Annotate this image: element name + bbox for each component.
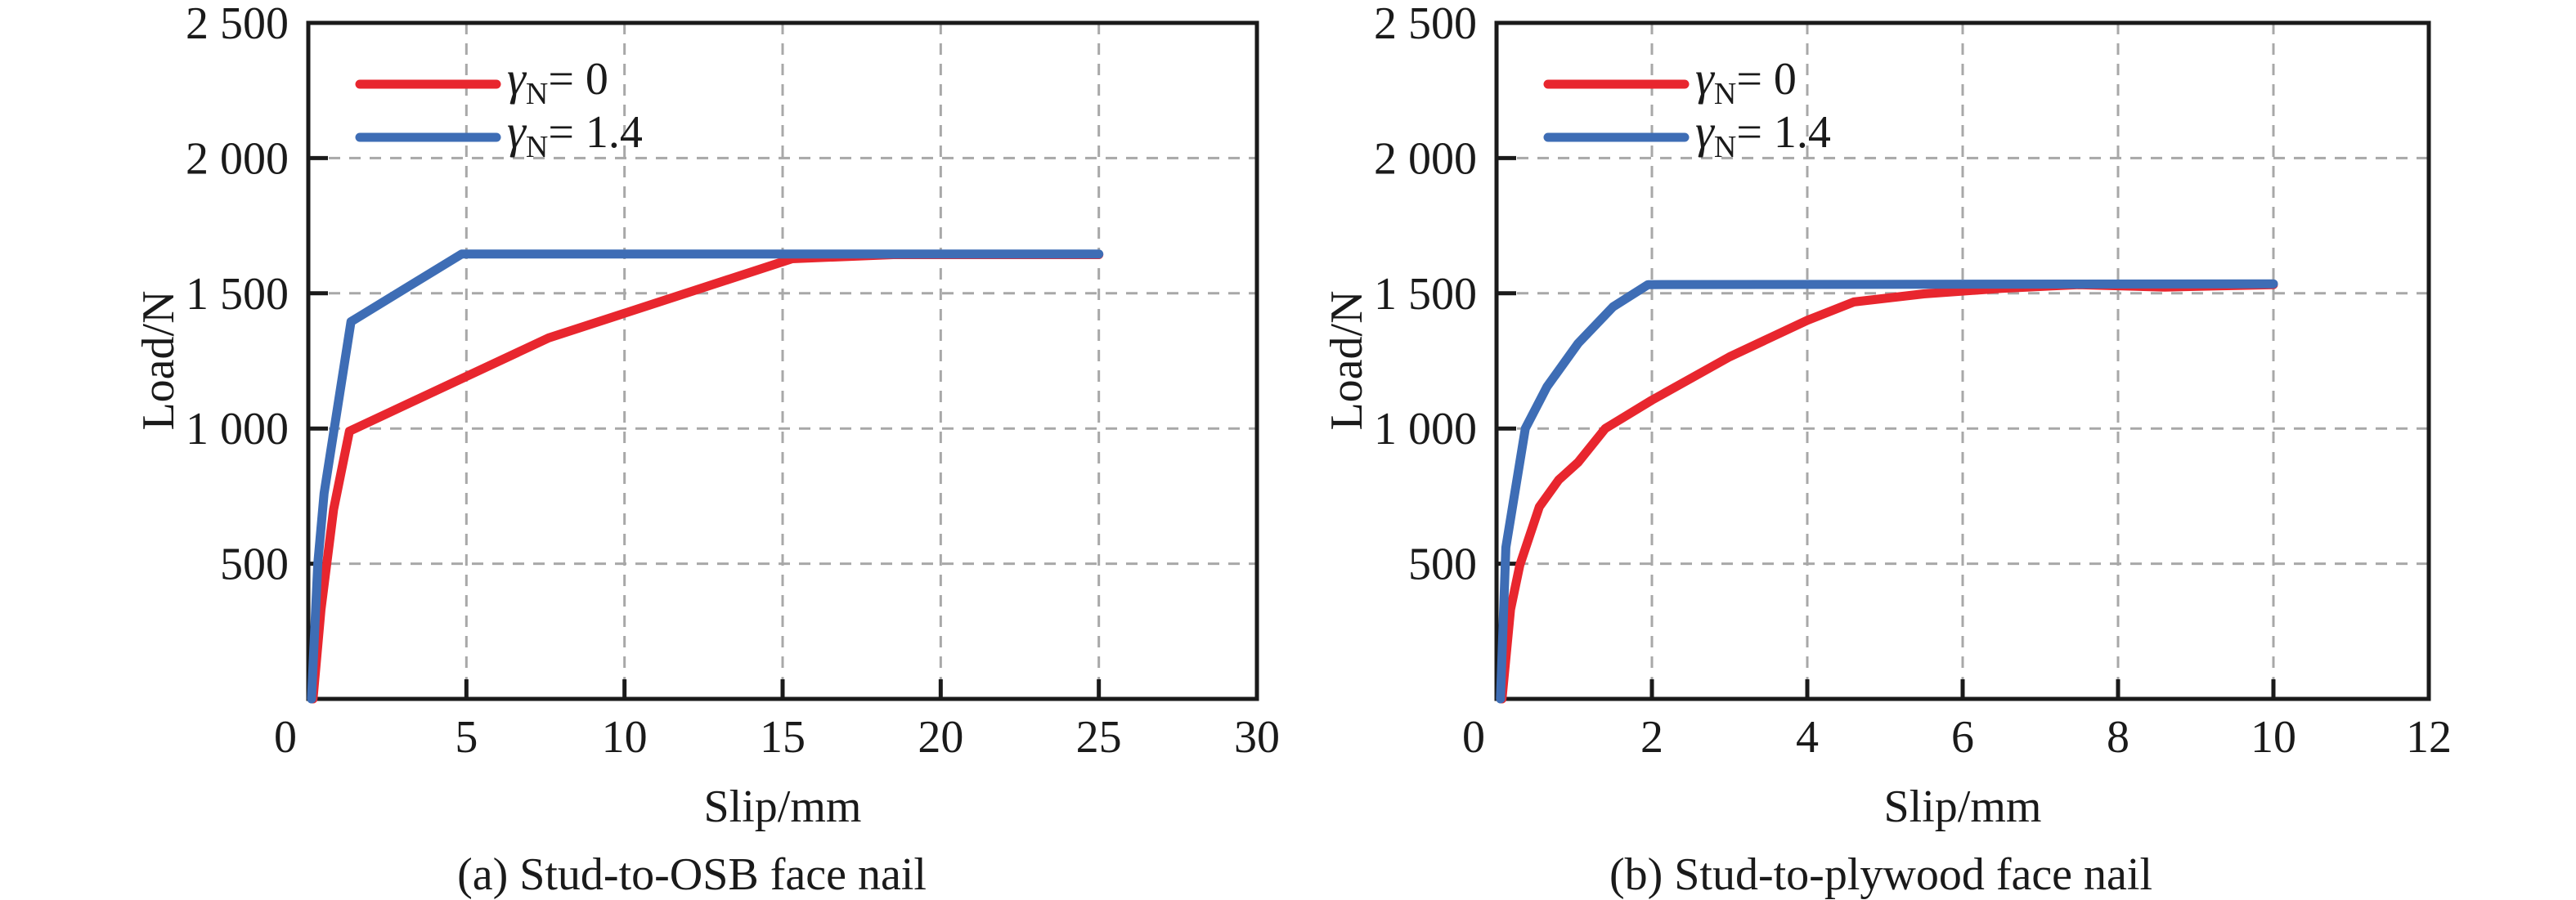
y-tick-label: 500 [1408,540,1477,590]
legend-label-gamma14-b: γN= 1.4 [1695,105,1831,164]
y-tick-label: 2 000 [186,133,289,184]
subfigure-caption-a: (a) Stud-to-OSB face nail [457,849,927,900]
series-line-red [308,250,1104,704]
x-tick-label: 20 [918,712,963,763]
x-tick-label: 10 [2251,712,2296,763]
x-axis-title-b: Slip/mm [1884,781,2042,832]
gamma-symbol: γ [507,105,527,158]
x-tick-label: 2 [1640,712,1663,763]
legend-value: = 0 [1736,54,1797,105]
legend-label-gamma0-a: γN= 0 [507,51,608,111]
gamma-symbol: γ [1695,51,1716,105]
gamma-symbol: γ [507,51,527,105]
legend-label-gamma0-b: γN= 0 [1695,51,1797,111]
y-tick-label: 500 [220,540,289,590]
panel-b: 0 2 4 6 8 10 12 500 1 000 1 500 2 000 2 500 [1374,0,2452,763]
x-tick-label: 0 [274,712,297,763]
x-axis-title-a: Slip/mm [704,781,862,832]
y-tick-label: 2 500 [186,0,289,49]
x-tick-label: 25 [1076,712,1122,763]
y-axis-title-a: Load/N [133,290,184,430]
series-line-red [1497,280,2278,704]
gamma-subscript: N [1714,77,1736,111]
x-tick-label: 0 [1462,712,1485,763]
x-tick-label: 15 [760,712,806,763]
x-tick-label: 6 [1951,712,1974,763]
gamma-subscript: N [526,130,548,164]
y-tick-label: 1 500 [1374,269,1477,320]
y-tick-label: 1 500 [186,269,289,320]
gamma-symbol: γ [1695,105,1716,158]
x-tick-label: 8 [2107,712,2129,763]
gamma-subscript: N [1714,130,1736,164]
x-tick-label: 30 [1234,712,1280,763]
y-tick-label: 2 500 [1374,0,1477,49]
legend-value: = 1.4 [548,107,643,158]
y-tick-label: 1 000 [1374,404,1477,454]
y-tick-label: 1 000 [186,404,289,454]
x-tick-label: 10 [602,712,648,763]
subfigure-caption-b: (b) Stud-to-plywood face nail [1609,849,2152,900]
x-tick-label: 5 [455,712,478,763]
y-tick-label: 2 000 [1374,133,1477,184]
gamma-subscript: N [526,77,548,111]
series-line-blue [1496,279,2278,704]
x-tick-label: 12 [2406,712,2452,763]
y-axis-title-b: Load/N [1322,290,1372,430]
legend-label-gamma14-a: γN= 1.4 [507,105,643,164]
legend-value: = 1.4 [1736,107,1831,158]
panel-a: 0 5 10 15 20 25 30 500 1 000 1 500 2 000 2 500 [186,0,1280,763]
series-line-blue [307,249,1104,704]
x-tick-label: 4 [1796,712,1819,763]
legend-value: = 0 [548,54,608,105]
